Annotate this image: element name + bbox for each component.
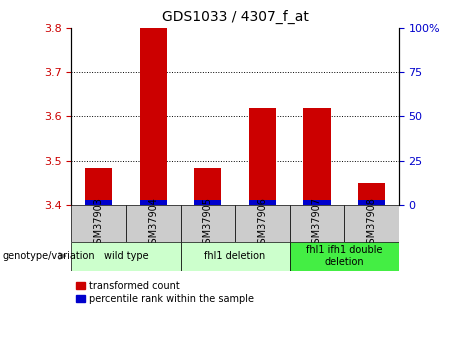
Bar [85,168,112,205]
Legend: transformed count, percentile rank within the sample: transformed count, percentile rank withi… [77,281,254,304]
Bar [303,108,331,205]
Bar [181,241,290,271]
Bar [194,168,221,205]
Bar [85,200,112,205]
Text: fhl1 ifh1 double
deletion: fhl1 ifh1 double deletion [306,245,383,267]
Bar [71,241,181,271]
Text: wild type: wild type [104,251,148,261]
Text: fhl1 deletion: fhl1 deletion [205,251,266,261]
Text: GSM37903: GSM37903 [94,197,104,250]
Text: GSM37904: GSM37904 [148,197,158,250]
Title: GDS1033 / 4307_f_at: GDS1033 / 4307_f_at [162,10,308,24]
Text: GSM37907: GSM37907 [312,197,322,250]
Bar [235,205,290,241]
Text: GSM37908: GSM37908 [366,197,377,250]
Bar [194,200,221,205]
Bar [358,200,385,205]
Bar [71,205,126,241]
Bar [249,200,276,205]
Bar [126,205,181,241]
Bar [290,205,344,241]
Text: GSM37906: GSM37906 [257,197,267,250]
Bar [358,183,385,205]
Bar [290,241,399,271]
Bar [140,28,167,205]
Bar [303,200,331,205]
Bar [344,205,399,241]
Bar [181,205,235,241]
Text: genotype/variation: genotype/variation [2,251,95,261]
Text: GSM37905: GSM37905 [203,197,213,250]
Bar [249,108,276,205]
Bar [140,200,167,205]
